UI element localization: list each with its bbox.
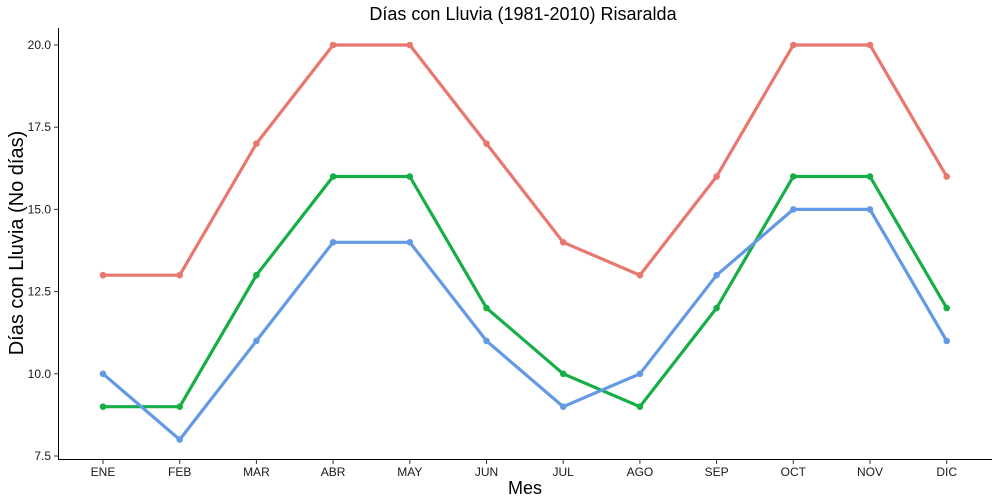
data-point: [636, 271, 644, 279]
data-point: [559, 238, 567, 246]
data-point: [713, 304, 720, 312]
data-point: [253, 271, 260, 279]
y-tick-label: 7.5: [34, 449, 51, 463]
data-point: [176, 436, 183, 443]
data-point: [866, 41, 874, 49]
y-tick-label: 12.5: [28, 285, 52, 299]
data-point: [790, 41, 797, 49]
series-line: [101, 174, 949, 409]
series-1: [99, 41, 950, 279]
data-point: [866, 206, 874, 213]
x-tick-label: MAR: [243, 465, 270, 479]
y-tick-label: 15.0: [28, 202, 52, 216]
series-3: [99, 206, 950, 443]
data-point: [943, 304, 950, 312]
data-point: [176, 271, 183, 279]
data-point: [99, 370, 107, 378]
data-point: [176, 403, 183, 410]
data-point: [790, 206, 797, 213]
data-point: [406, 173, 414, 180]
data-point: [559, 403, 567, 410]
y-tick-label: 17.5: [28, 120, 52, 134]
data-point: [329, 173, 337, 180]
x-ticks: ENE FEB MAR ABR MAY JUN JUL AGO SEP OCT NOV DIC: [91, 460, 957, 479]
data-point: [713, 271, 720, 279]
x-tick-label: ABR: [321, 465, 346, 479]
series-2: [99, 173, 950, 410]
chart-title: Días con Lluvia (1981-2010) Risaralda: [369, 4, 677, 24]
data-point: [253, 140, 260, 147]
data-point: [483, 337, 490, 345]
data-point: [483, 140, 490, 147]
y-tick-label: 10.0: [28, 367, 52, 381]
y-ticks: 7.5 10.0 12.5 15.0 17.5 20.0: [28, 38, 58, 463]
data-point: [253, 337, 260, 345]
data-point: [790, 173, 797, 180]
data-point: [483, 304, 490, 312]
series-layer: [99, 41, 950, 443]
data-point: [943, 337, 950, 345]
data-point: [329, 41, 337, 49]
x-tick-label: DIC: [936, 465, 957, 479]
data-point: [406, 41, 414, 49]
data-point: [99, 403, 107, 410]
series-line: [101, 43, 949, 277]
x-tick-label: ENE: [91, 465, 116, 479]
x-tick-label: MAY: [397, 465, 422, 479]
y-tick-label: 20.0: [28, 38, 52, 52]
x-tick-label: FEB: [168, 465, 191, 479]
x-tick-label: JUN: [475, 465, 498, 479]
series-line: [101, 207, 949, 442]
data-point: [636, 403, 644, 410]
x-tick-label: OCT: [781, 465, 807, 479]
data-point: [559, 370, 567, 378]
data-point: [636, 370, 644, 378]
x-axis-title: Mes: [508, 478, 542, 498]
data-point: [329, 238, 337, 246]
data-point: [99, 271, 107, 279]
data-point: [713, 173, 720, 180]
x-tick-label: SEP: [705, 465, 729, 479]
data-point: [943, 173, 950, 180]
data-point: [866, 173, 874, 180]
x-tick-label: JUL: [553, 465, 575, 479]
x-tick-label: AGO: [627, 465, 654, 479]
y-axis-title: Días con Lluvia (No días): [6, 131, 28, 356]
data-point: [406, 238, 414, 246]
x-tick-label: NOV: [857, 465, 883, 479]
